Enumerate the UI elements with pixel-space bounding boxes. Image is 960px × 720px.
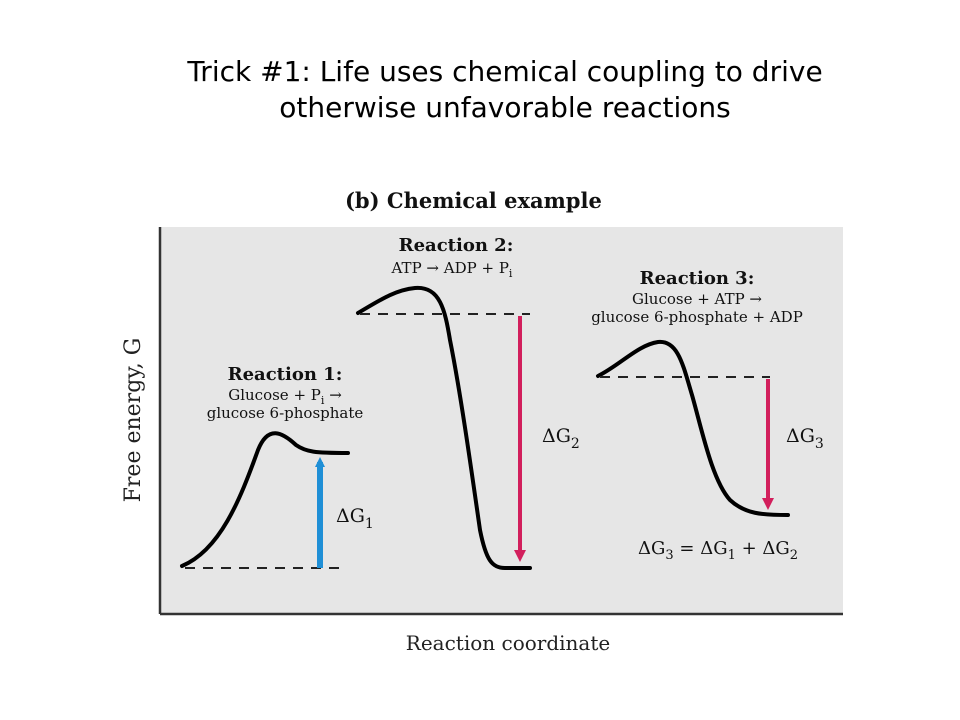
y-axis-label: Free energy, G xyxy=(121,338,146,503)
slide-title-line1: Trick #1: Life uses chemical coupling to… xyxy=(187,55,823,88)
reaction1-equation-line1: Glucose + Pi → xyxy=(228,386,342,407)
delta-g2-label: ΔG2 xyxy=(542,425,580,452)
panel-title: (b) Chemical example xyxy=(345,188,602,213)
reaction3-heading: Reaction 3: xyxy=(640,268,755,289)
reaction2-equation-line1: ATP → ADP + Pi xyxy=(391,259,513,280)
reaction1-heading: Reaction 1: xyxy=(228,364,343,385)
slide-title: Trick #1: Life uses chemical coupling to… xyxy=(100,54,910,126)
reaction1-energy-curve xyxy=(180,431,350,568)
slide-title-line2: otherwise unfavorable reactions xyxy=(279,91,731,124)
reaction3-energy-curve xyxy=(596,339,790,517)
reaction3-equation-line2: glucose 6-phosphate + ADP xyxy=(591,308,803,326)
reaction2-energy-curve xyxy=(356,285,532,570)
x-axis-label: Reaction coordinate xyxy=(406,631,610,655)
delta-g3-label: ΔG3 xyxy=(786,425,824,452)
reaction3-equation-line1: Glucose + ATP → xyxy=(632,290,762,308)
reaction1-equation-line2: glucose 6-phosphate xyxy=(207,404,364,422)
reaction2-heading: Reaction 2: xyxy=(399,235,514,256)
coupling-equation: ΔG3 = ΔG1 + ΔG2 xyxy=(638,538,798,563)
plot-panel xyxy=(160,227,843,614)
delta-g1-label: ΔG1 xyxy=(336,505,374,532)
